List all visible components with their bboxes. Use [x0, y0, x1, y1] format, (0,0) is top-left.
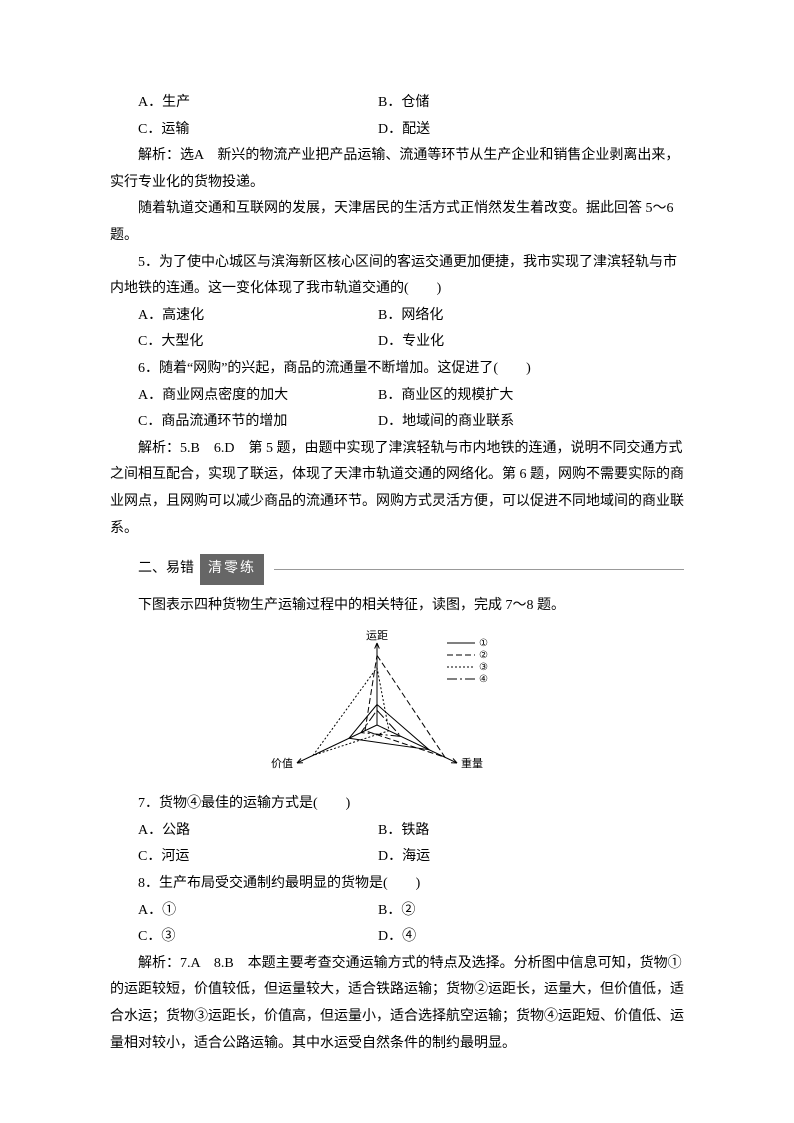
q8-options-row2: C．③ D．④ — [110, 924, 684, 951]
q6-option-b: B．商业区的规模扩大 — [378, 383, 513, 410]
q7-options-row2: C．河运 D．海运 — [110, 844, 684, 871]
explain-5-6: 解析：5.B 6.D 第 5 题，由题中实现了津滨轻轨与市内地铁的连通，说明不同… — [110, 436, 684, 542]
q8-option-b: B．② — [378, 898, 415, 925]
q6-option-a: A．商业网点密度的加大 — [138, 383, 378, 410]
q7-options-row1: A．公路 B．铁路 — [110, 818, 684, 845]
q6-option-d: D．地域间的商业联系 — [378, 409, 514, 436]
q6-options-row2: C．商品流通环节的增加 D．地域间的商业联系 — [110, 409, 684, 436]
q6-options-row1: A．商业网点密度的加大 B．商业区的规模扩大 — [110, 383, 684, 410]
section-2-line — [274, 569, 684, 570]
q5-options-row1: A．高速化 B．网络化 — [110, 303, 684, 330]
svg-text:①: ① — [479, 638, 488, 649]
q4-option-d: D．配送 — [378, 117, 430, 144]
q4-options-row1: A．生产 B．仓储 — [110, 90, 684, 117]
q4-option-a: A．生产 — [138, 90, 378, 117]
radar-chart-container: 运距重量 价值 ①②③④ — [110, 625, 684, 785]
q6-stem: 6．随着“网购”的兴起，商品的流通量不断增加。这促进了( ) — [110, 356, 684, 383]
context-7-8: 下图表示四种货物生产运输过程中的相关特征，读图，完成 7～8 题。 — [110, 593, 684, 620]
q4-option-c: C．运输 — [138, 117, 378, 144]
explain-7-8: 解析：7.A 8.B 本题主要考查交通运输方式的特点及选择。分析图中信息可知，货… — [110, 951, 684, 1057]
q8-stem: 8．生产布局受交通制约最明显的货物是( ) — [110, 871, 684, 898]
q7-option-a: A．公路 — [138, 818, 378, 845]
context-5-6: 随着轨道交通和互联网的发展，天津居民的生活方式正悄然发生着改变。据此回答 5～6… — [110, 196, 684, 249]
q5-option-d: D．专业化 — [378, 329, 444, 356]
q6-option-c: C．商品流通环节的增加 — [138, 409, 378, 436]
q8-option-d: D．④ — [378, 924, 416, 951]
q5-option-b: B．网络化 — [378, 303, 443, 330]
svg-text:③: ③ — [479, 662, 488, 673]
q5-stem: 5．为了使中心城区与滨海新区核心区间的客运交通更加便捷，我市实现了津滨轻轨与市内… — [110, 250, 684, 303]
svg-text:重量: 重量 — [461, 756, 483, 770]
q8-option-a: A．① — [138, 898, 378, 925]
q7-option-d: D．海运 — [378, 844, 430, 871]
svg-text:④: ④ — [479, 674, 488, 685]
section-2-header: 二、易错 清零练 — [138, 554, 684, 585]
q8-option-c: C．③ — [138, 924, 378, 951]
q4-explain: 解析：选A 新兴的物流产业把产品运输、流通等环节从生产企业和销售企业剥离出来，实… — [110, 143, 684, 196]
svg-text:②: ② — [479, 650, 488, 661]
q5-option-a: A．高速化 — [138, 303, 378, 330]
q4-option-b: B．仓储 — [378, 90, 429, 117]
q7-stem: 7．货物④最佳的运输方式是( ) — [110, 791, 684, 818]
q5-option-c: C．大型化 — [138, 329, 378, 356]
section-2-prefix: 二、易错 — [138, 556, 194, 583]
q5-options-row2: C．大型化 D．专业化 — [110, 329, 684, 356]
svg-text:价值: 价值 — [271, 757, 293, 770]
radar-chart: 运距重量 价值 ①②③④ — [247, 625, 547, 785]
section-2-badge: 清零练 — [200, 554, 264, 585]
q4-options-row2: C．运输 D．配送 — [110, 117, 684, 144]
q7-option-b: B．铁路 — [378, 818, 429, 845]
q8-options-row1: A．① B．② — [110, 898, 684, 925]
svg-text:运距: 运距 — [366, 629, 388, 642]
q7-option-c: C．河运 — [138, 844, 378, 871]
